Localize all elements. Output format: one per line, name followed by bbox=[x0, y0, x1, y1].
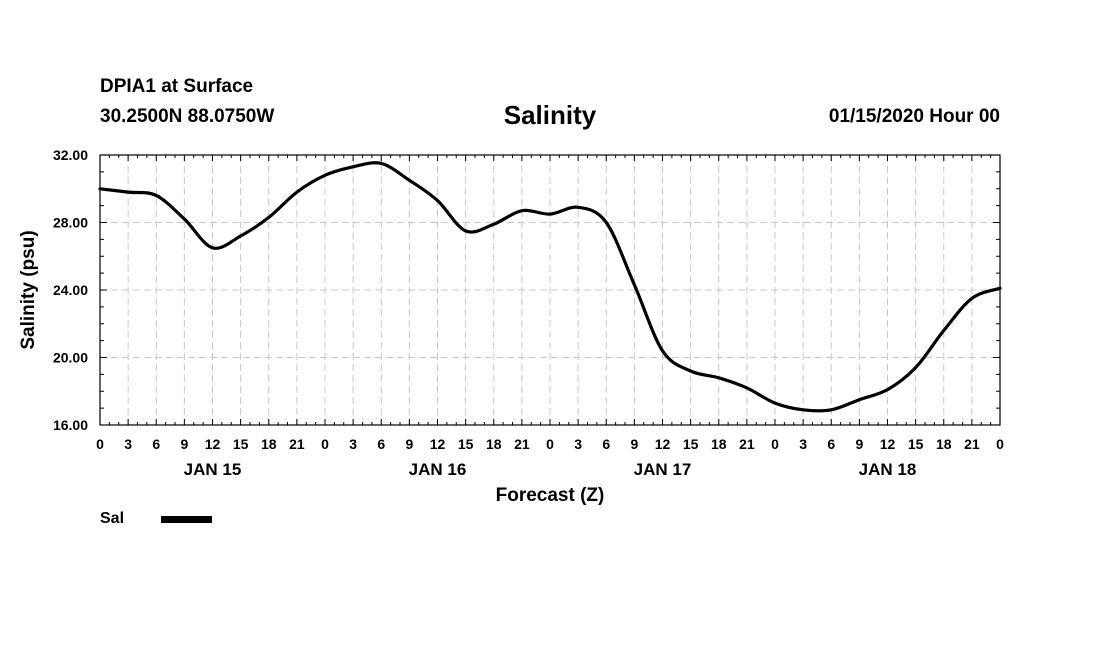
legend-label: Sal bbox=[100, 510, 125, 527]
x-tick-label: 6 bbox=[827, 436, 835, 452]
forecast-timestamp: 01/15/2020 Hour 00 bbox=[828, 106, 1000, 127]
x-tick-label: 18 bbox=[711, 436, 727, 452]
x-tick-label: 12 bbox=[655, 436, 671, 452]
y-tick-label: 28.00 bbox=[53, 215, 88, 231]
x-tick-label: 0 bbox=[546, 436, 554, 452]
day-label: JAN 17 bbox=[634, 460, 692, 479]
x-tick-label: 9 bbox=[855, 436, 863, 452]
x-tick-label: 21 bbox=[514, 436, 530, 452]
x-tick-label: 18 bbox=[936, 436, 952, 452]
x-tick-label: 3 bbox=[124, 436, 132, 452]
x-tick-label: 0 bbox=[96, 436, 104, 452]
x-tick-label: 12 bbox=[430, 436, 446, 452]
station-label: DPIA1 at Surface bbox=[100, 76, 254, 97]
plot-frame bbox=[99, 154, 1001, 426]
x-tick-label: 18 bbox=[261, 436, 277, 452]
chart-title-text: Salinity bbox=[503, 100, 597, 130]
x-tick-label: 15 bbox=[683, 436, 699, 452]
x-tick-label: 9 bbox=[630, 436, 638, 452]
y-tick-label: 16.00 bbox=[53, 417, 88, 433]
x-tick-label: 21 bbox=[964, 436, 980, 452]
chart-title: Salinity bbox=[0, 100, 1100, 131]
y-tick-label: 20.00 bbox=[53, 350, 88, 366]
x-tick-label: 0 bbox=[771, 436, 779, 452]
legend-swatch bbox=[161, 516, 212, 523]
x-tick-label: 6 bbox=[152, 436, 160, 452]
x-tick-label: 12 bbox=[205, 436, 221, 452]
x-tick-label: 9 bbox=[180, 436, 188, 452]
x-tick-label: 0 bbox=[321, 436, 329, 452]
x-tick-label: 18 bbox=[486, 436, 502, 452]
x-tick-label: 3 bbox=[349, 436, 357, 452]
x-tick-label: 0 bbox=[996, 436, 1004, 452]
coordinates-label: 30.2500N 88.0750W bbox=[100, 106, 275, 127]
x-tick-label: 3 bbox=[799, 436, 807, 452]
x-tick-label: 6 bbox=[602, 436, 610, 452]
x-tick-label: 12 bbox=[880, 436, 896, 452]
x-tick-label: 21 bbox=[739, 436, 755, 452]
y-tick-label: 24.00 bbox=[53, 282, 88, 298]
y-tick-label: 32.00 bbox=[53, 147, 88, 163]
x-tick-label: 6 bbox=[377, 436, 385, 452]
series-line-sal bbox=[98, 161, 1002, 413]
x-tick-label: 9 bbox=[405, 436, 413, 452]
y-axis-label: Salinity (psu) bbox=[18, 230, 39, 349]
x-tick-label: 15 bbox=[908, 436, 924, 452]
x-tick-label: 15 bbox=[233, 436, 249, 452]
day-label: JAN 16 bbox=[409, 460, 467, 479]
x-tick-label: 21 bbox=[289, 436, 305, 452]
day-label: JAN 15 bbox=[184, 460, 242, 479]
x-tick-label: 3 bbox=[574, 436, 582, 452]
day-label: JAN 18 bbox=[859, 460, 917, 479]
x-axis-label: Forecast (Z) bbox=[496, 485, 605, 506]
x-tick-label: 15 bbox=[458, 436, 474, 452]
